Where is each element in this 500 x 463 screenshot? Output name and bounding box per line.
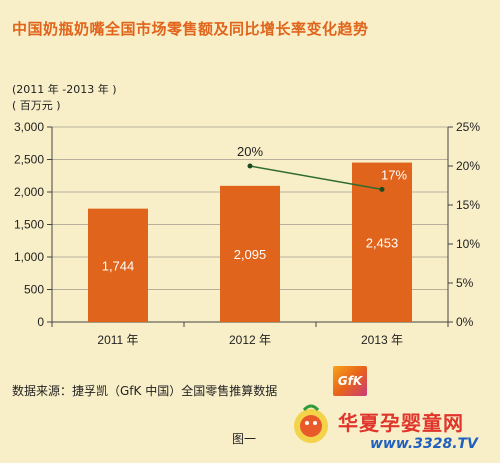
y2-tick-label: 20% [456, 159, 480, 173]
watermark-logo-icon [294, 404, 328, 443]
y2-tick-label: 5% [456, 276, 474, 290]
y-tick-label: 1,500 [14, 218, 44, 232]
y2-tick-label: 25% [456, 120, 480, 134]
y-tick-label: 500 [24, 283, 44, 297]
chart-title: 中国奶瓶奶嘴全国市场零售额及同比增长率变化趋势 [12, 20, 369, 38]
growth-value-label: 17% [381, 167, 407, 182]
time-range-label: (2011 年 -2013 年 ) [12, 83, 117, 96]
y2-tick-label: 10% [456, 237, 480, 251]
y2-tick-label: 0% [456, 315, 474, 329]
x-tick-label: 2013 年 [361, 333, 403, 347]
unit-label: ( 百万元 ) [12, 99, 61, 112]
growth-point [379, 186, 385, 192]
data-source-note: 数据来源：捷孚凯（GfK 中国）全国零售推算数据 [12, 384, 278, 398]
growth-point [247, 163, 253, 169]
y-tick-label: 2,500 [14, 153, 44, 167]
x-tick-label: 2012 年 [229, 333, 271, 347]
bar [88, 208, 148, 322]
x-tick-label: 2011 年 [97, 333, 138, 347]
y-tick-label: 2,000 [14, 185, 44, 199]
y-tick-label: 0 [37, 315, 44, 329]
bar-value-label: 1,744 [102, 258, 135, 273]
gfk-logo: GfK [333, 366, 367, 396]
y-tick-label: 1,000 [14, 250, 44, 264]
watermark-name: 华夏孕婴童网 [338, 411, 464, 435]
y-tick-label: 3,000 [14, 120, 44, 134]
watermark-url: www.3328.TV [370, 436, 478, 452]
y2-tick-label: 15% [456, 198, 480, 212]
bar [220, 185, 280, 322]
figure-caption: 图一 [232, 432, 257, 446]
growth-line [249, 165, 383, 191]
bar-value-label: 2,095 [234, 247, 267, 262]
bar-value-label: 2,453 [366, 235, 399, 250]
growth-value-label: 20% [237, 144, 263, 159]
